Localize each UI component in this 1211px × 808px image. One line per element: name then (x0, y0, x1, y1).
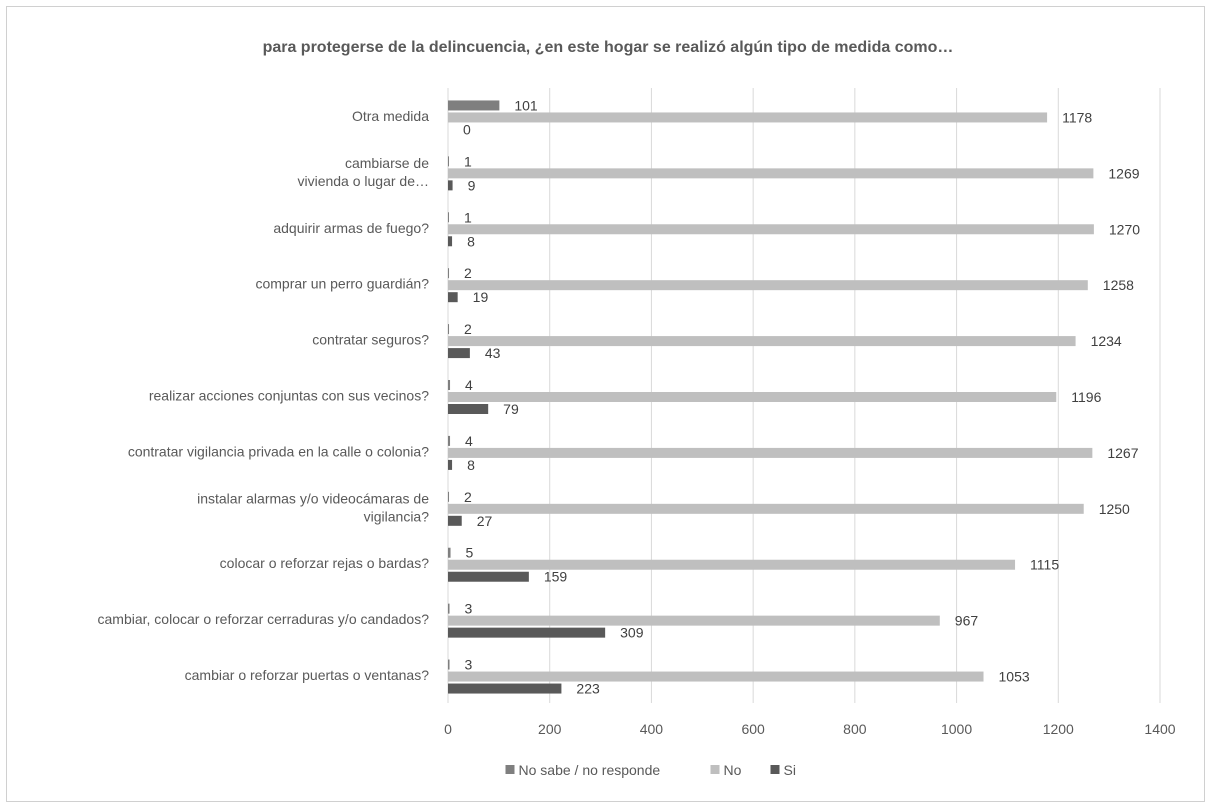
data-label: 967 (955, 613, 979, 629)
x-tick-label: 1200 (1043, 721, 1074, 737)
bar (448, 168, 1094, 179)
category-label: contratar vigilancia privada en la calle… (128, 443, 429, 459)
data-label: 9 (468, 177, 476, 193)
bar (448, 280, 1088, 291)
bar (448, 236, 453, 247)
bar (448, 491, 450, 502)
data-label: 0 (463, 121, 471, 137)
data-label: 1258 (1103, 277, 1134, 293)
data-label: 43 (485, 345, 501, 361)
x-tick-label: 400 (640, 721, 664, 737)
bar (448, 503, 1084, 514)
data-label: 3 (465, 601, 473, 617)
bar (448, 180, 453, 191)
bar (448, 348, 470, 359)
chart-title: para protegerse de la delincuencia, ¿en … (263, 39, 954, 56)
data-label: 1 (464, 153, 472, 169)
category-labels: Otra medida cambiarse de vivienda o lugar … (98, 108, 430, 683)
data-label: 19 (473, 289, 489, 305)
bars (448, 100, 1094, 694)
data-label: 1053 (999, 669, 1030, 685)
data-label: 1269 (1108, 165, 1139, 181)
data-label: 223 (576, 681, 600, 697)
data-label: 1267 (1107, 445, 1138, 461)
bar (448, 559, 1016, 570)
bar (448, 603, 450, 614)
chart-frame (6, 6, 1205, 802)
legend-swatch (770, 765, 780, 774)
bar (448, 515, 462, 526)
data-label: 101 (514, 97, 538, 113)
category-label: cambiarse de vivienda o lugar de… (297, 155, 429, 189)
data-label: 2 (464, 321, 472, 337)
bar (448, 324, 450, 335)
data-label: 1 (464, 209, 472, 225)
bar (448, 100, 500, 111)
data-label: 79 (503, 401, 519, 417)
data-label: 309 (620, 625, 644, 641)
legend-label: No (724, 762, 742, 778)
category-label: realizar acciones conjuntas con sus veci… (149, 388, 429, 404)
category-label: contratar seguros? (312, 332, 429, 348)
x-tick-label: 800 (843, 721, 867, 737)
bar (448, 671, 984, 682)
bar (448, 447, 1093, 458)
category-label: comprar un perro guardián? (255, 276, 429, 292)
data-label: 8 (467, 233, 475, 249)
category-label: adquirir armas de fuego? (273, 220, 429, 236)
data-label: 159 (544, 569, 568, 585)
category-label: cambiar, colocar o reforzar cerraduras y… (98, 611, 430, 627)
data-label: 2 (464, 489, 472, 505)
category-label: cambiar o reforzar puertas o ventanas? (185, 667, 430, 683)
data-label: 3 (465, 657, 473, 673)
data-labels: 1011178011269911270821258192123443411967… (463, 97, 1140, 696)
legend-swatch (710, 765, 720, 774)
data-label: 1250 (1099, 501, 1130, 517)
x-tick-label: 1000 (941, 721, 972, 737)
bar (448, 615, 940, 626)
x-axis-ticks: 0 200 400 600 800 1000 1200 1400 (444, 721, 1176, 737)
bar (448, 571, 529, 582)
x-tick-label: 0 (444, 721, 452, 737)
x-tick-label: 600 (741, 721, 765, 737)
data-label: 1196 (1071, 389, 1101, 405)
bar (448, 659, 450, 670)
data-label: 27 (477, 513, 493, 529)
bar (448, 627, 606, 638)
x-tick-label: 1400 (1144, 721, 1175, 737)
data-label: 4 (465, 433, 473, 449)
data-label: 1234 (1091, 333, 1122, 349)
legend-label: Si (784, 762, 796, 778)
bar (448, 392, 1057, 402)
bar (448, 336, 1076, 347)
bar (448, 224, 1094, 235)
data-label: 1270 (1109, 221, 1140, 237)
data-label: 2 (464, 265, 472, 281)
category-label: instalar alarmas y/o videocámaras de vigi… (197, 490, 429, 524)
data-label: 8 (467, 457, 475, 473)
bar (448, 459, 453, 470)
bar (448, 380, 451, 390)
category-label: Otra medida (352, 108, 429, 124)
bar (448, 156, 449, 167)
data-label: 5 (466, 545, 474, 561)
bar (448, 292, 458, 303)
legend-swatch (505, 765, 515, 774)
category-label: colocar o reforzar rejas o bardas? (220, 555, 430, 571)
data-label: 1115 (1030, 557, 1059, 573)
bar (448, 683, 562, 694)
bar (448, 404, 489, 414)
legend-label: No sabe / no responde (519, 762, 661, 778)
data-label: 4 (465, 377, 473, 393)
bar (448, 435, 451, 446)
bar (448, 268, 450, 279)
bar (448, 212, 449, 223)
data-label: 1178 (1062, 109, 1092, 125)
bar (448, 547, 451, 558)
legend: No sabe / no responde No Si (505, 762, 796, 778)
x-tick-label: 200 (538, 721, 562, 737)
bar (448, 112, 1048, 123)
